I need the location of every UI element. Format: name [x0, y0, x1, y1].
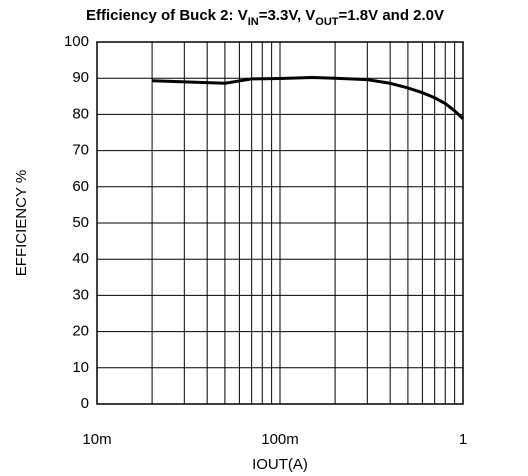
y-tick-label: 80 — [72, 105, 89, 122]
y-tick-label: 10 — [72, 359, 89, 376]
title-part: =1.8V and 2.0V — [339, 7, 444, 24]
y-tick-label: 60 — [72, 178, 89, 195]
title-part: IN — [248, 16, 259, 28]
x-tick-label: 100m — [261, 431, 299, 448]
title-part: Efficiency of Buck 2: V — [86, 7, 248, 24]
y-axis-label: EFFICIENCY % — [13, 170, 30, 276]
y-tick-label: 100 — [64, 33, 89, 50]
data-line — [152, 75, 465, 120]
x-tick-label: 10m — [82, 431, 111, 448]
chart-title: Efficiency of Buck 2: VIN=3.3V, VOUT=1.8… — [86, 7, 444, 28]
y-tick-label: 40 — [72, 250, 89, 267]
y-tick-label: 50 — [72, 214, 89, 231]
y-tick-label: 30 — [72, 286, 89, 303]
x-tick-label: 1 — [459, 431, 467, 448]
title-part: =3.3V, V — [259, 7, 316, 24]
y-tick-label: 20 — [72, 323, 89, 340]
plot-frame — [96, 41, 464, 405]
y-tick-label: 70 — [72, 142, 89, 159]
y-tick-label: 0 — [81, 395, 89, 412]
x-axis-label: IOUT(A) — [252, 456, 308, 473]
title-part: OUT — [315, 16, 339, 28]
y-tick-label: 90 — [72, 69, 89, 86]
